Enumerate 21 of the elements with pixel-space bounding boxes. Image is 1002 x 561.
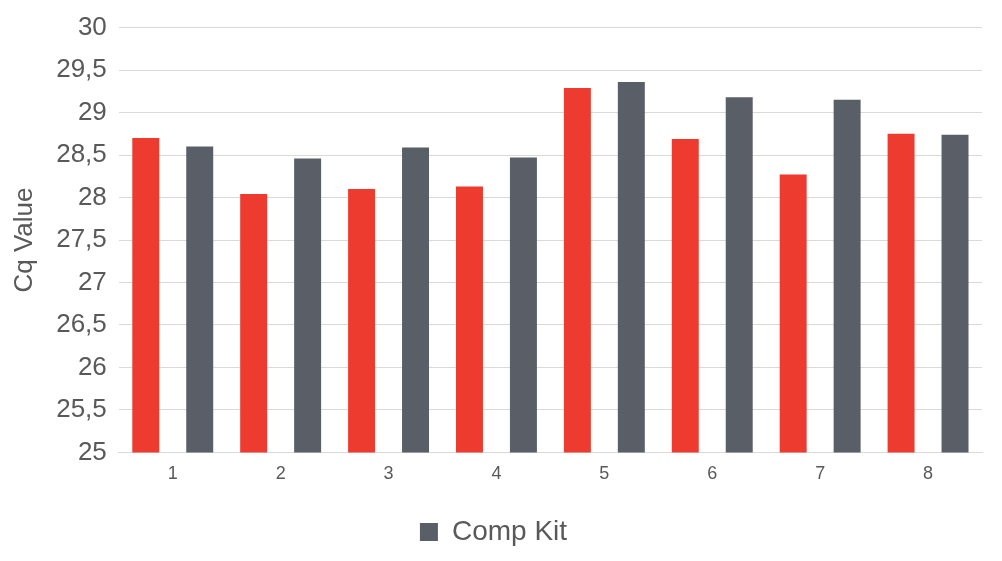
x-tick-label: 3: [383, 463, 394, 484]
x-tick-label: 1: [167, 463, 178, 484]
y-tick-label: 28,5: [56, 138, 107, 169]
y-axis-title: Cq Value: [7, 187, 38, 293]
x-tick-label: 4: [491, 463, 502, 484]
x-tick-label: 6: [707, 463, 718, 484]
y-tick-label: 29: [77, 95, 107, 126]
y-tick-label: 30: [77, 10, 107, 41]
y-tick-label: 26: [77, 350, 107, 381]
y-tick-label: 26,5: [56, 308, 107, 339]
y-tick-label: 27: [77, 265, 107, 296]
y-tick-label: 25: [77, 435, 107, 466]
y-tick-label: 27,5: [56, 223, 107, 254]
x-tick-label: 8: [923, 463, 934, 484]
y-tick-label: 29,5: [56, 53, 107, 84]
legend-label: Comp Kit: [451, 514, 568, 546]
y-tick-label: 28: [77, 180, 107, 211]
x-tick-label: 5: [599, 463, 610, 484]
x-tick-label: 2: [275, 463, 286, 484]
y-tick-label: 25,5: [56, 393, 107, 424]
x-tick-label: 7: [815, 463, 826, 484]
